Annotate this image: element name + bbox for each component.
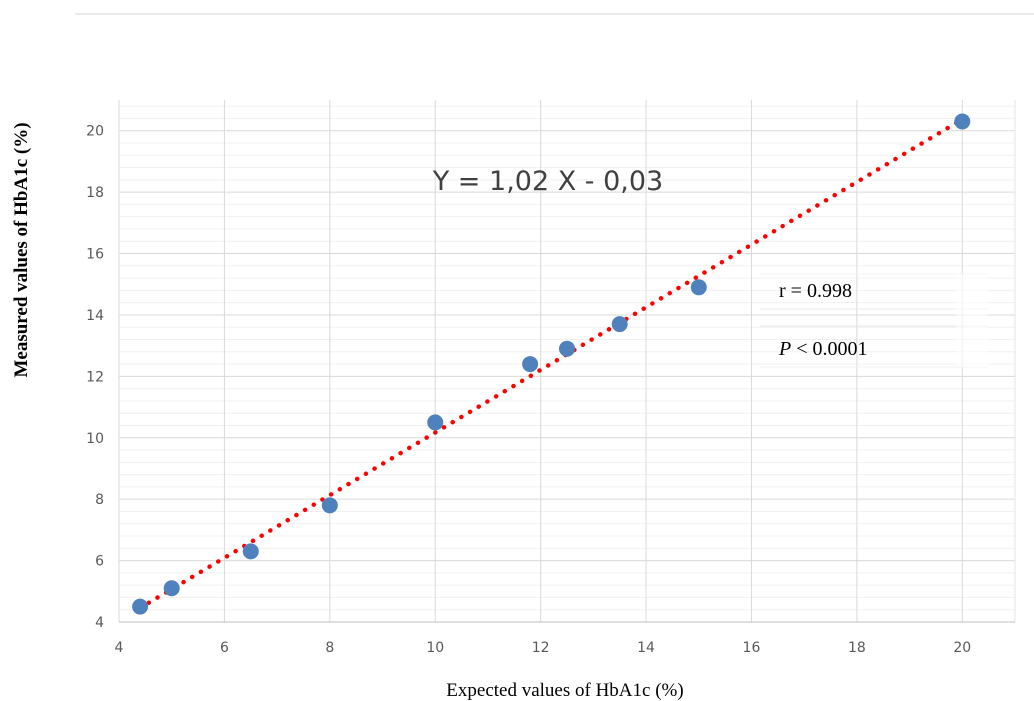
data-point [321,497,338,514]
x-tick-label: 4 [115,640,124,656]
x-axis-title: Expected values of HbA1c (%) [446,680,683,701]
x-tick-label: 20 [953,640,971,656]
x-tick-label: 6 [220,640,229,656]
data-point [132,598,149,615]
y-tick-label: 6 [95,554,104,570]
x-tick-label: 8 [325,640,334,656]
data-point [611,316,628,333]
data-point [242,543,259,560]
y-axis-title: Measured values of HbA1c (%) [11,122,32,377]
y-tick-label: 16 [86,247,104,263]
p-symbol: P [778,338,791,360]
data-point [427,414,444,431]
major-gridlines [118,100,1016,622]
minor-gridlines [119,105,1015,611]
y-tick-labels: 4 6 8 10 12 14 16 18 20 [86,124,104,631]
y-tick-label: 14 [86,308,104,324]
x-tick-label: 10 [426,640,444,656]
p-value: < 0.0001 [791,338,867,360]
data-point [559,340,575,357]
trendline [137,117,965,611]
x-tick-label: 18 [848,640,866,656]
data-point [690,279,707,296]
y-tick-label: 12 [86,369,104,385]
data-point [954,113,971,130]
y-tick-label: 8 [95,492,104,508]
p-value-label: P < 0.0001 [778,338,868,360]
data-point [163,580,180,597]
x-tick-label: 16 [743,640,761,656]
equation-label: Y = 1,02 X - 0,03 [432,166,664,197]
r-value-label: r = 0.998 [779,280,852,302]
data-points [132,113,971,615]
y-tick-label: 18 [86,185,104,201]
stats-box: r = 0.998 P < 0.0001 [760,273,988,368]
y-tick-label: 20 [86,124,104,140]
y-tick-label: 10 [86,431,104,447]
x-tick-label: 14 [637,640,655,656]
y-tick-label: 4 [95,615,104,631]
data-point [522,356,539,373]
x-tick-label: 12 [532,640,550,656]
trendline-path [137,117,965,611]
x-tick-labels: 4 6 8 10 12 14 16 18 20 [115,640,972,656]
